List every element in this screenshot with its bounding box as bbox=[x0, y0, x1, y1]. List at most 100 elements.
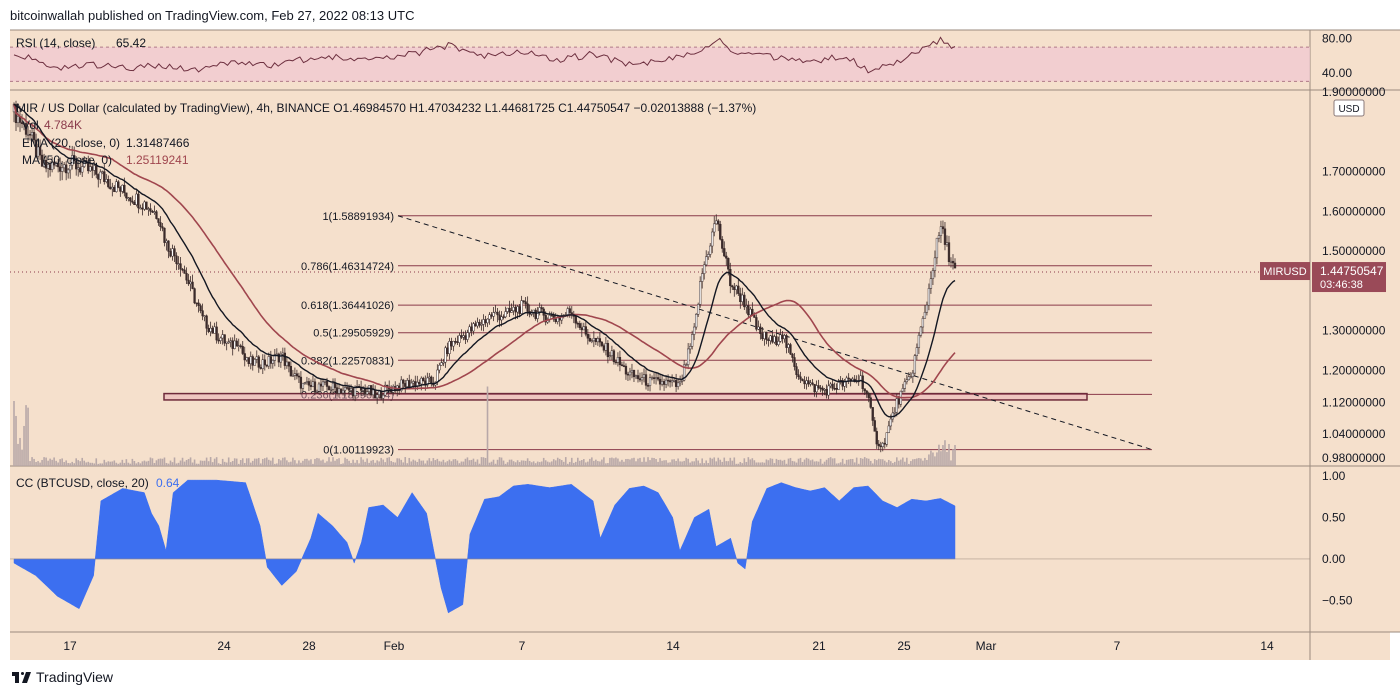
volume-bar bbox=[412, 459, 415, 466]
volume-bar bbox=[219, 463, 222, 466]
candle-body bbox=[873, 420, 876, 432]
volume-bar bbox=[93, 463, 96, 466]
volume-bar bbox=[115, 462, 118, 466]
volume-bar bbox=[462, 461, 465, 466]
candle-body bbox=[921, 318, 925, 328]
candle-body bbox=[628, 371, 632, 376]
volume-bar bbox=[29, 461, 31, 466]
volume-bar bbox=[45, 457, 47, 466]
volume-bar bbox=[121, 459, 124, 466]
time-axis-tick-6: 21 bbox=[812, 639, 826, 653]
volume-bar bbox=[613, 458, 615, 466]
candle-body bbox=[502, 316, 505, 319]
volume-bar bbox=[865, 458, 868, 466]
volume-bar bbox=[480, 457, 483, 466]
volume-bar bbox=[815, 461, 818, 466]
candle-body bbox=[498, 314, 501, 321]
volume-bar bbox=[687, 458, 689, 466]
volume-bar bbox=[33, 458, 35, 466]
volume-bar bbox=[599, 461, 601, 466]
volume-bar bbox=[948, 443, 950, 466]
cc-label: CC (BTCUSD, close, 20) bbox=[16, 476, 149, 490]
candles bbox=[12, 100, 957, 453]
candle-body bbox=[915, 347, 919, 356]
volume-bar bbox=[436, 458, 439, 466]
candle-body bbox=[173, 248, 176, 257]
candle-body bbox=[137, 193, 140, 209]
candle-body bbox=[646, 385, 650, 387]
volume-bar bbox=[464, 458, 467, 466]
candle-body bbox=[887, 425, 890, 433]
volume-bar bbox=[193, 459, 196, 466]
candle-body bbox=[919, 326, 923, 336]
volume-bar bbox=[570, 457, 573, 466]
candle-body bbox=[869, 397, 872, 408]
volume-bar bbox=[615, 457, 617, 466]
candle-body bbox=[323, 380, 327, 383]
volume-bar bbox=[727, 461, 730, 466]
volume-bar bbox=[683, 460, 685, 466]
candle-body bbox=[458, 335, 461, 343]
volume-bar bbox=[422, 460, 425, 466]
price-axis-tick-3: 1.50000000 bbox=[1322, 244, 1386, 258]
volume-bar bbox=[452, 459, 455, 466]
candle-body bbox=[291, 375, 295, 377]
volume-bar bbox=[885, 462, 888, 466]
volume-bar bbox=[99, 463, 102, 466]
volume-bar bbox=[863, 457, 866, 466]
candle-body bbox=[787, 344, 790, 348]
volume-bar bbox=[637, 458, 639, 466]
volume-bar bbox=[153, 463, 156, 466]
volume-bar bbox=[587, 461, 589, 466]
candle-body bbox=[440, 362, 443, 366]
candle-body bbox=[131, 200, 134, 203]
volume-bar bbox=[757, 462, 760, 466]
time-axis-tick-2: 28 bbox=[302, 639, 316, 653]
volume-bar bbox=[125, 459, 128, 466]
candle-body bbox=[361, 388, 365, 391]
volume-bar bbox=[97, 463, 100, 466]
candle-body bbox=[125, 192, 128, 199]
volume-bar bbox=[420, 460, 423, 466]
candle-body bbox=[484, 319, 487, 324]
volume-bar bbox=[803, 459, 806, 466]
candle-body bbox=[831, 383, 834, 389]
cc-axis-tick-2: 0.00 bbox=[1322, 552, 1346, 566]
candle-body bbox=[737, 285, 740, 294]
volume-bar bbox=[358, 463, 360, 466]
volume-bar bbox=[486, 386, 489, 466]
volume-bar bbox=[560, 460, 563, 466]
volume-bar bbox=[524, 460, 527, 466]
candle-body bbox=[69, 164, 72, 171]
volume-bar bbox=[241, 458, 244, 466]
volume-bar bbox=[348, 460, 350, 466]
volume-bar bbox=[619, 461, 621, 466]
volume-bar bbox=[434, 460, 437, 466]
candle-body bbox=[448, 341, 451, 354]
volume-bar bbox=[657, 461, 659, 466]
candle-body bbox=[107, 179, 110, 188]
volume-bar bbox=[950, 460, 952, 466]
candle-body bbox=[538, 307, 541, 312]
volume-bar bbox=[223, 461, 226, 466]
volume-bar bbox=[21, 449, 23, 466]
candle-body bbox=[259, 367, 262, 369]
volume-bar bbox=[930, 450, 932, 466]
volume-bar bbox=[39, 462, 41, 466]
volume-bar bbox=[334, 460, 336, 466]
candle-body bbox=[400, 379, 403, 391]
candle-body bbox=[630, 369, 634, 373]
candle-body bbox=[365, 391, 369, 395]
volume-bar bbox=[809, 460, 812, 466]
volume-bar bbox=[829, 457, 832, 466]
candle-body bbox=[285, 361, 289, 366]
candle-body bbox=[773, 336, 776, 343]
candle-body bbox=[608, 355, 612, 358]
volume-bar bbox=[601, 459, 603, 466]
volume-bar bbox=[568, 461, 571, 466]
tradingview-brand[interactable]: TradingView bbox=[12, 669, 113, 685]
candle-body bbox=[339, 388, 343, 394]
volume-bar bbox=[274, 463, 276, 466]
candle-body bbox=[303, 382, 307, 384]
